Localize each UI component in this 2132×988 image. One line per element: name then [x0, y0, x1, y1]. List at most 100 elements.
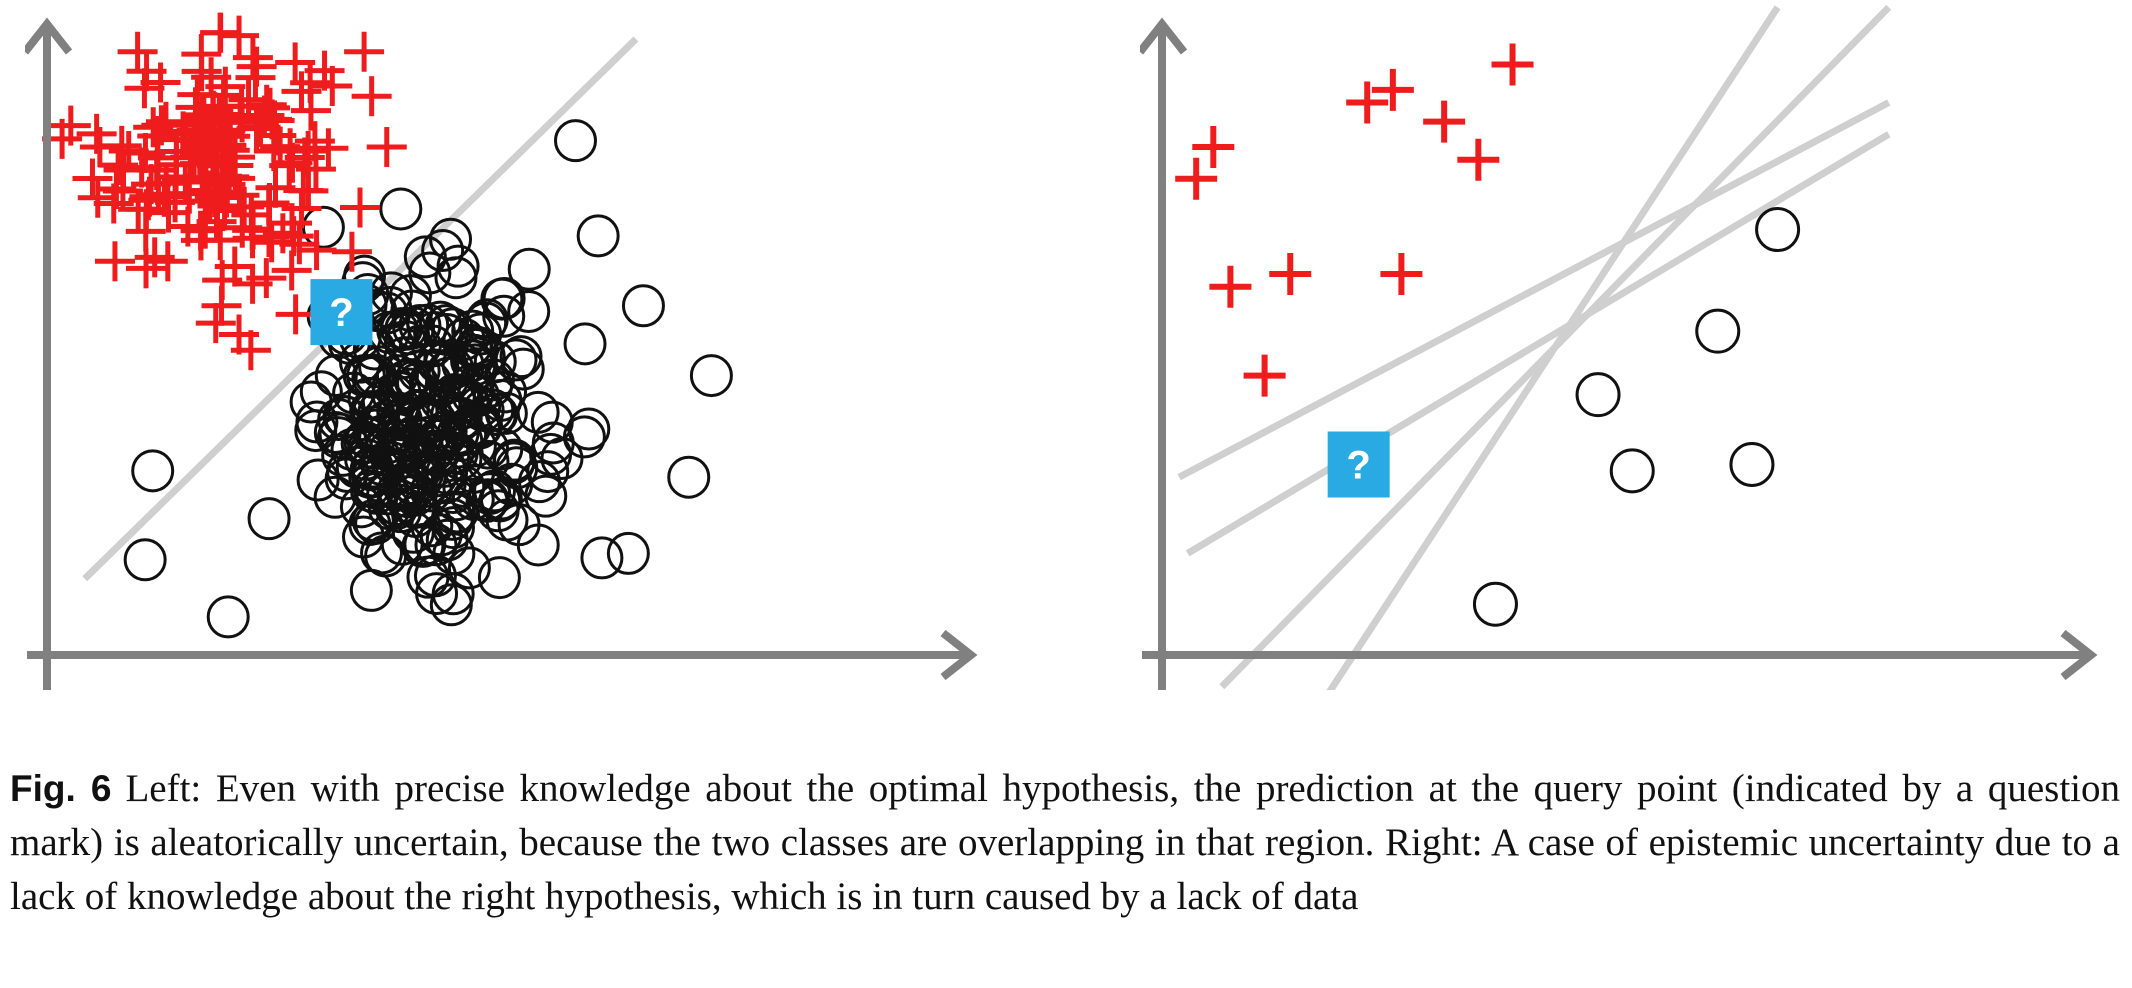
positive-class-point [200, 12, 241, 53]
positive-class-point [331, 231, 372, 272]
negative-class-point [375, 483, 419, 527]
positive-class-point [219, 175, 260, 216]
positive-class-point [275, 42, 316, 83]
negative-class-point [606, 531, 650, 575]
hypothesis-line [1326, 5, 1781, 690]
positive-class-point [1192, 126, 1235, 168]
query-point: ? [1327, 431, 1390, 498]
negative-class-point [383, 336, 427, 380]
positive-class-point [219, 314, 260, 355]
negative-class-point [1472, 581, 1518, 627]
negative-class-point [477, 556, 521, 600]
positive-class-point [281, 71, 322, 112]
negative-class-point [447, 546, 491, 590]
negative-class-point [384, 307, 428, 351]
negative-class-point [499, 335, 543, 379]
x-axis-arrowhead [2060, 629, 2098, 681]
positive-class-point [215, 158, 256, 199]
positive-class-point [197, 186, 238, 227]
positive-class-point [1371, 68, 1414, 111]
positive-class-point [340, 187, 381, 228]
negative-class-point [667, 455, 711, 499]
positive-class-point [195, 303, 236, 344]
positive-class-point [202, 114, 243, 155]
negative-class-point [562, 415, 606, 459]
figure-label: Fig. 6 [10, 768, 112, 809]
query-point-box [310, 279, 373, 346]
negative-class-point [351, 498, 395, 542]
negative-class-point [379, 187, 423, 231]
positive-class-point [236, 46, 277, 87]
negative-class-point [408, 400, 452, 444]
negative-class-point [1575, 372, 1621, 418]
figure-svg: ? ? [25, 4, 2098, 690]
positive-class-point [180, 210, 221, 251]
negative-class-point [421, 228, 465, 272]
caption-text: Left: Even with precise knowledge about … [10, 767, 2120, 918]
negative-class-point [301, 205, 345, 249]
negative-class-point [436, 244, 480, 288]
negative-class-point [466, 478, 510, 522]
positive-class-point [351, 76, 392, 117]
positive-class-point [98, 145, 139, 186]
positive-class-point [126, 248, 167, 289]
negative-class-point [563, 322, 607, 366]
negative-class-point [576, 214, 620, 258]
positive-class-point [295, 149, 336, 190]
positive-class-point [1491, 43, 1534, 86]
negative-class-point [316, 416, 360, 460]
negative-class-point [507, 247, 551, 291]
negative-class-point [411, 324, 455, 368]
negative-class-point [123, 538, 167, 582]
negative-class-point [420, 414, 464, 458]
positive-class-point [175, 87, 216, 128]
negative-class-point [490, 462, 534, 506]
positive-class-point [220, 98, 261, 139]
negative-class-point [473, 469, 517, 513]
positive-class-point [1269, 253, 1312, 295]
positive-class-point [244, 95, 285, 136]
positive-class-point [72, 158, 113, 199]
positive-class-point [170, 137, 211, 178]
positive-class-point [1380, 253, 1423, 295]
negative-class-point [462, 334, 506, 378]
positive-class-point [1346, 81, 1389, 124]
positive-class-point [102, 171, 143, 212]
negative-class-point [524, 474, 568, 518]
negative-class-point [379, 398, 423, 442]
positive-class-point [1243, 354, 1286, 397]
hypothesis-line [1177, 99, 1891, 481]
positive-class-point [117, 31, 158, 72]
negative-class-point [1695, 308, 1741, 354]
negative-class-point [497, 503, 541, 547]
positive-class-point [128, 180, 169, 221]
positive-class-point [260, 126, 301, 167]
positive-class-point [344, 31, 385, 72]
negative-class-point [482, 276, 526, 320]
y-axis-arrowhead [25, 17, 73, 55]
negative-class-point [408, 251, 452, 295]
positive-class-point [192, 93, 233, 134]
positive-class-point [228, 79, 269, 120]
positive-class-point [219, 15, 260, 56]
left-panel: ? [25, 12, 978, 690]
positive-class-point [296, 230, 337, 271]
positive-class-point [366, 127, 407, 167]
y-axis-arrowhead [1140, 17, 1188, 55]
negative-class-point [531, 421, 575, 465]
positive-class-point [255, 167, 296, 208]
positive-class-point [275, 294, 316, 335]
negative-class-point [1609, 448, 1655, 494]
negative-class-point [206, 595, 250, 639]
negative-class-point [394, 484, 438, 528]
negative-class-point [405, 398, 449, 442]
figure: ? ? [25, 4, 2098, 690]
negative-class-point [451, 309, 495, 353]
negative-class-point [480, 427, 524, 471]
negative-class-point [346, 354, 390, 398]
negative-class-point [358, 345, 402, 389]
positive-class-point [140, 62, 181, 103]
positive-class-point [1423, 100, 1466, 143]
negative-class-point [296, 458, 340, 502]
positive-class-point [271, 250, 312, 291]
